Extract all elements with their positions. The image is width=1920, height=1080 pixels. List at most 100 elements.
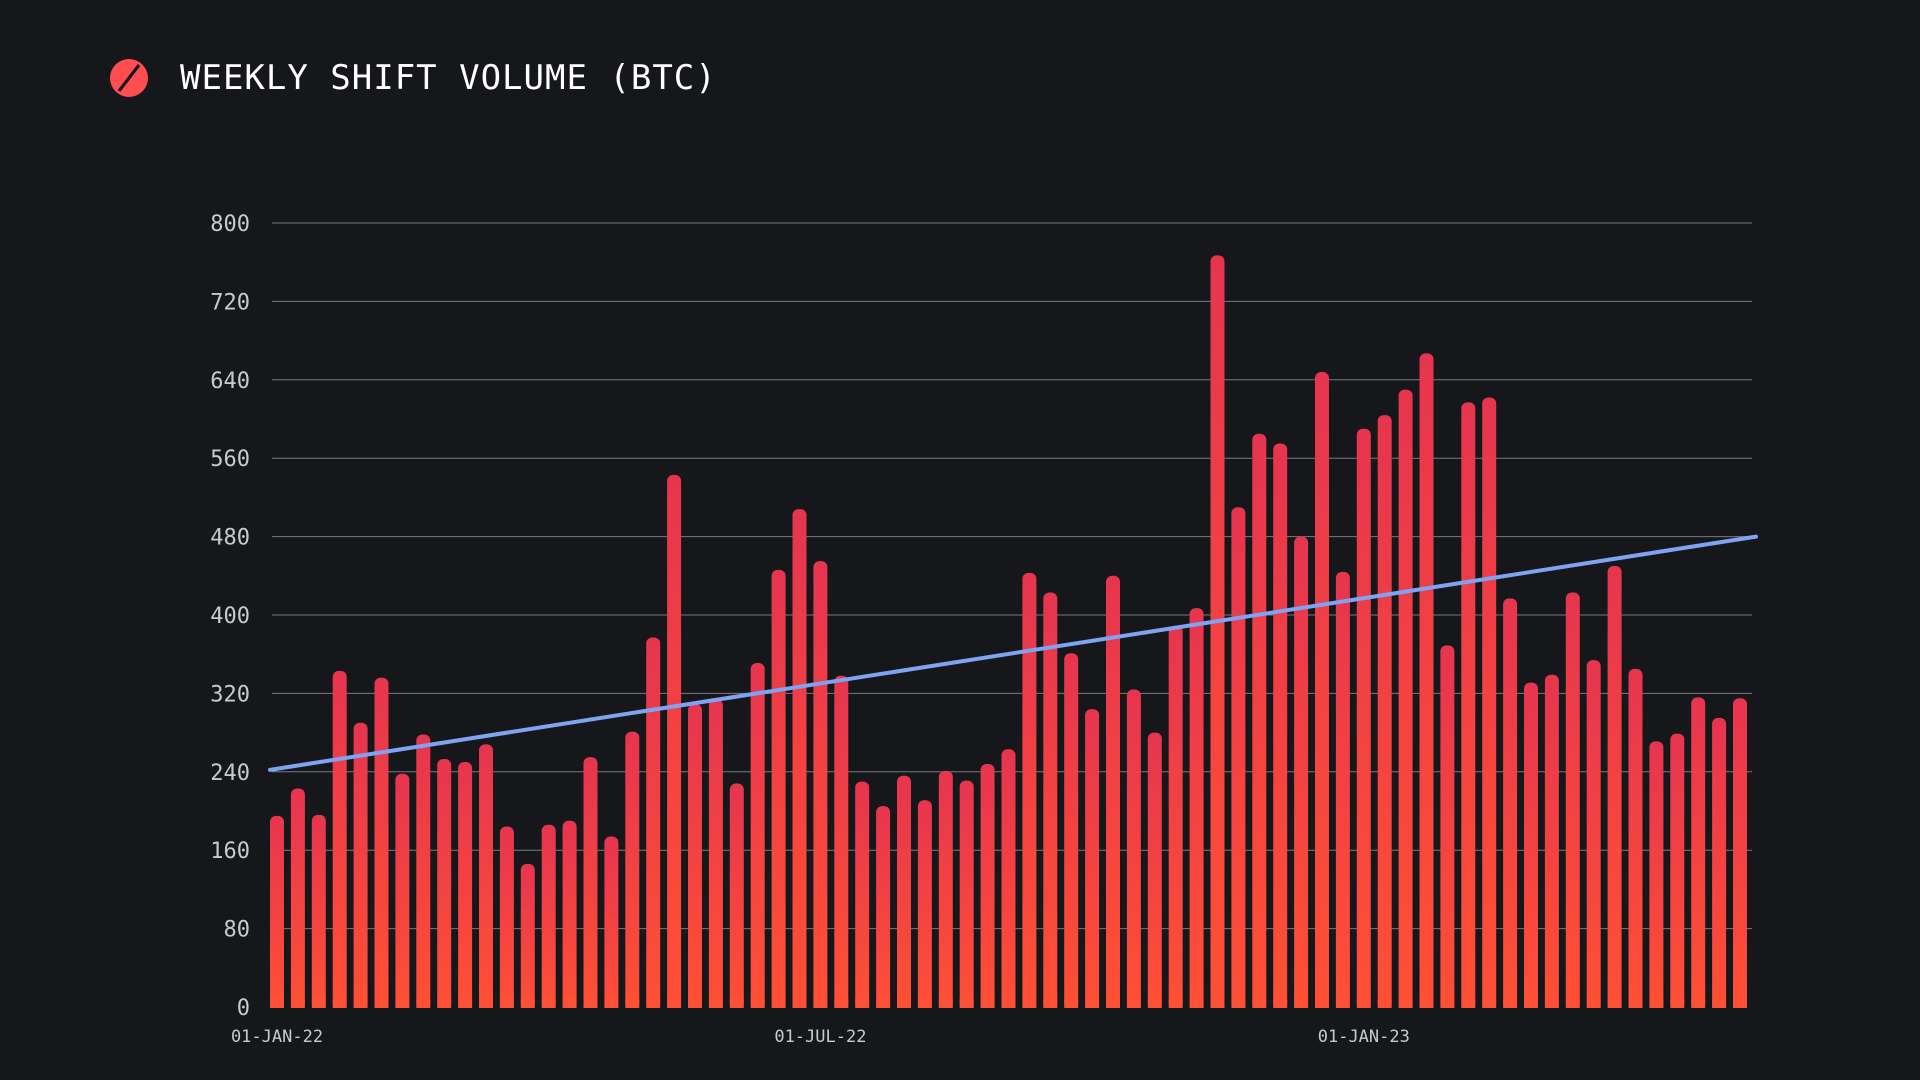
- bar: [897, 775, 911, 1008]
- bar-base: [959, 999, 974, 1008]
- bar: [1544, 674, 1559, 1008]
- bar: [520, 863, 535, 1008]
- bar-base: [917, 999, 932, 1008]
- bar-base: [479, 999, 493, 1008]
- bar-base: [834, 999, 849, 1008]
- bar-base: [1106, 999, 1120, 1008]
- bar-base: [1231, 999, 1246, 1008]
- bar-base: [625, 999, 640, 1008]
- trend-line-layer: [268, 534, 1758, 772]
- bar: [792, 509, 807, 1008]
- x-tick-label: 01-JAN-23: [1318, 1027, 1410, 1047]
- bar-base: [458, 999, 473, 1008]
- y-tick-label: 160: [210, 839, 250, 864]
- bar: [813, 561, 828, 1008]
- bar: [604, 836, 619, 1008]
- bar-base: [1607, 999, 1622, 1008]
- bar: [311, 814, 326, 1008]
- bar: [1064, 653, 1079, 1008]
- bar: [1524, 682, 1538, 1008]
- bar-base: [1586, 999, 1601, 1008]
- slash-circle-icon: [110, 59, 148, 97]
- chart-title: WEEKLY SHIFT VOLUME (BTC): [180, 58, 717, 98]
- y-tick-label: 640: [210, 369, 250, 394]
- bar-base: [1168, 999, 1183, 1008]
- bar-base: [499, 999, 514, 1008]
- bar: [855, 781, 870, 1008]
- bar-base: [1377, 999, 1392, 1008]
- bar-base: [876, 999, 891, 1008]
- bar-base: [813, 999, 828, 1008]
- bar: [1586, 660, 1601, 1008]
- bar: [270, 815, 284, 1008]
- bar-base: [897, 999, 911, 1008]
- bar: [1252, 433, 1267, 1008]
- bar-base: [1733, 999, 1747, 1008]
- bar: [938, 770, 953, 1008]
- bar: [437, 759, 452, 1008]
- bar: [1503, 598, 1518, 1008]
- bar-base: [750, 999, 765, 1008]
- bar: [1398, 389, 1413, 1009]
- bar: [625, 731, 640, 1008]
- bar: [729, 783, 744, 1008]
- bar-base: [1649, 999, 1664, 1008]
- bar-base: [1524, 999, 1538, 1008]
- bar: [834, 675, 849, 1008]
- bar-base: [1022, 999, 1037, 1008]
- bar-base: [1461, 999, 1476, 1008]
- bar: [1649, 741, 1664, 1008]
- bar-base: [771, 999, 786, 1008]
- bar-base: [1691, 999, 1706, 1008]
- bar-base: [1043, 999, 1058, 1008]
- bar: [1315, 371, 1329, 1009]
- bar-base: [1356, 999, 1371, 1008]
- bar: [1628, 668, 1643, 1008]
- bar-base: [1126, 999, 1141, 1008]
- bar-base: [1315, 999, 1329, 1008]
- bar-base: [1210, 999, 1225, 1008]
- bar: [499, 826, 514, 1008]
- bar: [1461, 402, 1476, 1009]
- bar: [479, 744, 493, 1008]
- bar: [1022, 572, 1037, 1008]
- bar: [1147, 732, 1162, 1008]
- chart-header: WEEKLY SHIFT VOLUME (BTC): [110, 58, 717, 98]
- bar-base: [729, 999, 744, 1008]
- bar-base: [290, 999, 305, 1008]
- bar-base: [562, 999, 577, 1008]
- bar-base: [604, 999, 619, 1008]
- bar: [980, 763, 995, 1008]
- bar: [541, 824, 556, 1008]
- bar: [1273, 443, 1288, 1008]
- bar-base: [1085, 999, 1100, 1008]
- bar-base: [667, 999, 682, 1008]
- bar-base: [416, 999, 431, 1008]
- bar: [1733, 698, 1747, 1008]
- bar-base: [1565, 999, 1580, 1008]
- bar: [416, 734, 431, 1008]
- bar: [771, 569, 786, 1008]
- bar: [1231, 507, 1246, 1008]
- bar: [562, 820, 577, 1008]
- bar: [646, 637, 661, 1008]
- bar: [1335, 571, 1350, 1008]
- bar: [1168, 625, 1183, 1008]
- bar-base: [583, 999, 598, 1008]
- bar: [332, 670, 347, 1008]
- bar: [1189, 608, 1204, 1008]
- bar: [876, 806, 891, 1008]
- bar: [688, 704, 702, 1008]
- bars: [270, 255, 1747, 1009]
- bar-base: [1273, 999, 1288, 1008]
- bar: [1085, 709, 1100, 1008]
- x-axis: 01-JAN-22 01-JUL-22 01-JAN-23: [231, 1027, 1410, 1047]
- bar: [1670, 733, 1685, 1008]
- bar-base: [395, 999, 410, 1008]
- bar: [1712, 717, 1727, 1008]
- bar: [1356, 428, 1371, 1008]
- bar-base: [1001, 999, 1016, 1008]
- bar: [750, 663, 765, 1008]
- bar-base: [855, 999, 870, 1008]
- y-tick-label: 400: [210, 604, 250, 629]
